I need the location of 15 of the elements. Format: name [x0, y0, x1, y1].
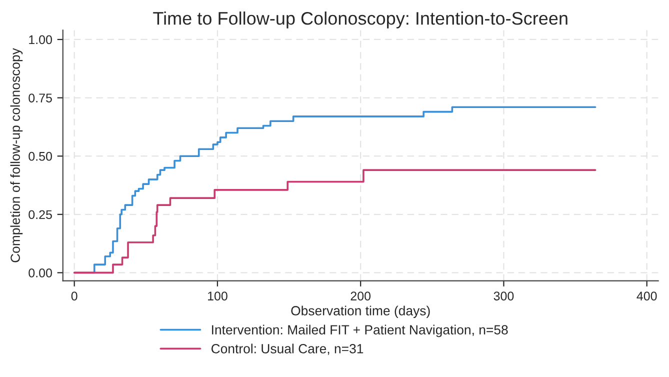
y-tick-label: 0.50 [28, 152, 52, 161]
legend-label: Control: Usual Care, n=31 [211, 344, 364, 355]
x-tick-label: 200 [350, 292, 371, 300]
x-tick-label: 300 [494, 292, 514, 300]
y-tick-label: 0.75 [28, 94, 52, 102]
legend-label: Intervention: Mailed FIT + Patient Navigation, n=58 [212, 324, 508, 338]
x-axis-title: Observation time (days) [291, 306, 430, 318]
chart-title: Time to Follow-up Colonoscopy: Intention-to-Screen [153, 12, 568, 28]
y-tick-label: 1.00 [29, 35, 52, 44]
y-axis-title: Completion of follow-up colonoscopy [10, 48, 23, 262]
x-tick-label: 0 [71, 292, 78, 300]
x-tick-label: 100 [208, 292, 228, 300]
y-tick-label: 0.25 [28, 210, 52, 220]
y-tick-label: 0.00 [28, 268, 52, 278]
x-tick-label: 400 [636, 292, 657, 300]
